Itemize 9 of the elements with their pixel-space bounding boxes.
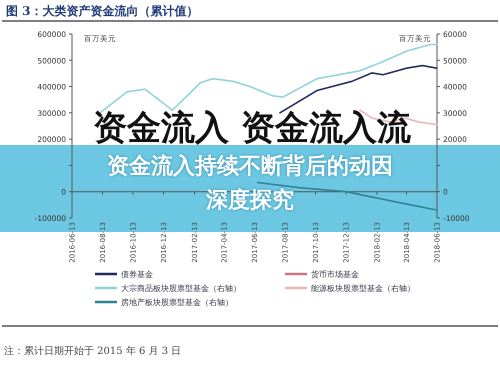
annotation: 资金流入持续不断背后的动因深度探究	[106, 152, 394, 215]
legend-label: 大宗商品板块股票型基金（右轴）	[121, 284, 241, 293]
legend-label: 货币市场基金	[311, 270, 359, 279]
legend-label: 房地产板块股票型基金（右轴）	[121, 298, 233, 307]
text: 注：累计日期开始于 2015 年 6 月 3 日	[4, 345, 182, 357]
legend-label: 债券基金	[121, 270, 153, 279]
legend-label: 能源板块股票型基金（右轴）	[311, 284, 415, 293]
chart-title: 图 3：大类资产资金流向（累计值）	[6, 4, 199, 18]
annotation: 资金流入 资金流入流	[93, 108, 412, 148]
